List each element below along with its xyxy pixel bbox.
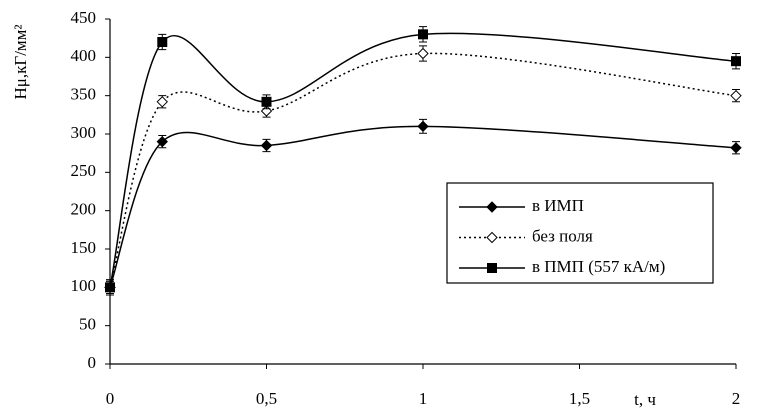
- data-point: [156, 135, 168, 148]
- legend-label: в ПМП (557 кА/м): [532, 257, 665, 276]
- y-tick-label: 300: [71, 123, 97, 142]
- x-axis-label: t, ч: [634, 390, 656, 409]
- x-tick-label: 1,5: [569, 389, 590, 408]
- data-point: [260, 139, 273, 152]
- x-tick-label: 1: [419, 389, 428, 408]
- data-point: [730, 142, 742, 154]
- y-tick-label: 200: [71, 200, 97, 219]
- y-tick-label: 0: [88, 353, 97, 372]
- data-point: [730, 89, 742, 102]
- data-point: [157, 37, 168, 47]
- y-tick-label: 150: [71, 238, 97, 257]
- data-point: [417, 120, 429, 133]
- y-axis-label: Hμ,кГ/мм²: [11, 24, 30, 99]
- data-point: [105, 282, 115, 293]
- data-point: [418, 29, 428, 40]
- y-tick-label: 450: [71, 8, 97, 27]
- data-point: [731, 56, 741, 67]
- x-tick-label: 0: [106, 389, 115, 408]
- legend-marker: [486, 201, 498, 213]
- data-point: [417, 47, 429, 60]
- y-tick-label: 350: [71, 85, 97, 104]
- x-tick-label: 2: [732, 389, 741, 408]
- data-point: [261, 96, 272, 107]
- y-tick-label: 50: [79, 315, 96, 334]
- legend-label: без поля: [532, 226, 593, 245]
- x-tick-label: 0,5: [256, 389, 277, 408]
- series-line: [109, 52, 737, 288]
- y-tick-label: 250: [71, 161, 97, 180]
- y-tick-label: 100: [71, 276, 97, 295]
- legend-marker: [487, 263, 497, 273]
- legend-label: в ИМП: [532, 196, 584, 215]
- series-line: [109, 125, 737, 288]
- data-point: [156, 96, 168, 108]
- y-tick-label: 400: [71, 46, 97, 65]
- legend-marker: [486, 231, 498, 244]
